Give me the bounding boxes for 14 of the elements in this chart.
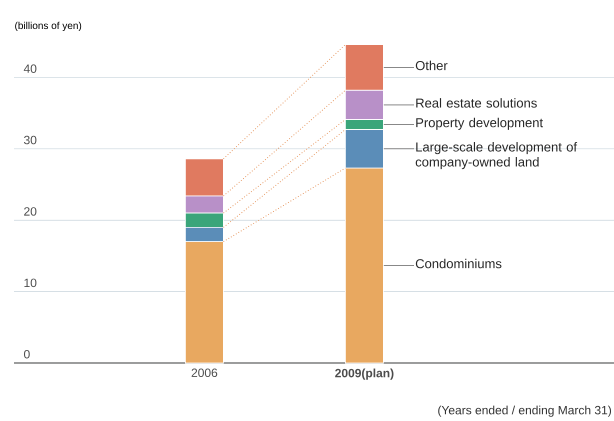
text: Condominiums <box>416 258 502 268</box>
x-tick-label: 2009(plan) <box>335 368 394 380</box>
y-tick-label: 40 <box>24 64 36 73</box>
x-tick-label: 2006 <box>192 368 218 378</box>
y-tick-label: 0 <box>24 350 30 358</box>
y-tick-label: 20 <box>24 207 36 216</box>
text: Property development <box>416 118 543 130</box>
y-tick-label: 10 <box>24 278 36 288</box>
text: Other <box>416 60 448 70</box>
y-tick-label: 30 <box>24 136 36 144</box>
text: (Years ended / ending March 31) <box>438 406 612 417</box>
text: Real estate solutions <box>416 98 537 108</box>
text: Large-scale development of company-owned land <box>416 142 578 170</box>
y-axis-title: (billions of yen) <box>15 22 82 32</box>
